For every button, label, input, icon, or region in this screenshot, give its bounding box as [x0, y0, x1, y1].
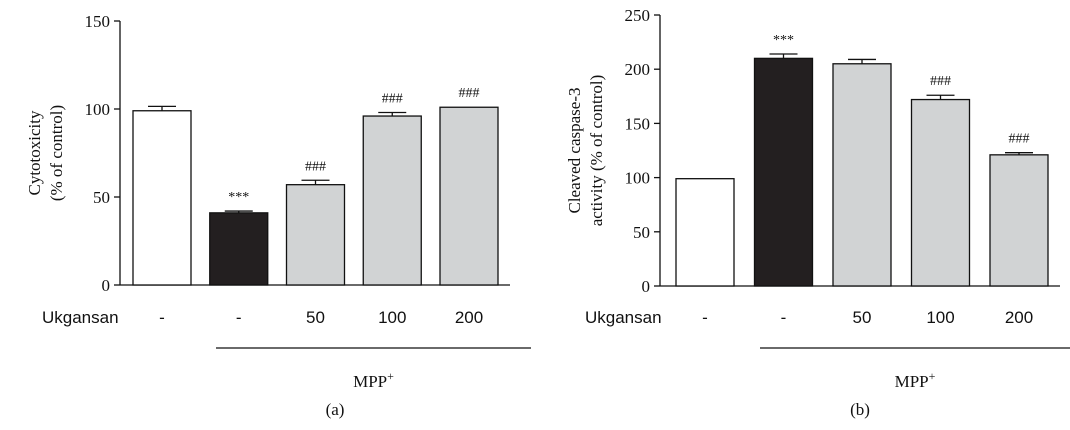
group-label-superscript: + [387, 369, 394, 383]
treatment-row-label: Ukgansan [42, 308, 119, 327]
category-label: 100 [926, 308, 954, 327]
bar [832, 63, 892, 287]
panel-label: (b) [850, 400, 870, 419]
y-axis-label-line2: activity (% of control) [587, 75, 606, 227]
category-label: 200 [455, 308, 483, 327]
group-label-text: MPP [353, 372, 387, 391]
panel-a: 0 50 100 150 Cytotoxicity (% of control) - *** -… [25, 12, 531, 419]
category-label: - [702, 308, 708, 327]
group-label-text: MPP [895, 372, 929, 391]
treatment-row-label: Ukgansan [585, 308, 662, 327]
y-tick-label: 150 [85, 12, 111, 31]
category-label: 50 [853, 308, 872, 327]
bar [910, 98, 971, 287]
bar [285, 184, 346, 286]
bar [989, 154, 1049, 287]
y-tick-label: 0 [642, 277, 651, 296]
bar [209, 212, 269, 286]
significance-label: ### [382, 92, 403, 107]
category-label: 200 [1005, 308, 1033, 327]
y-axis-label-line2: (% of control) [47, 105, 66, 201]
significance-label: ### [305, 159, 326, 174]
bar [132, 110, 192, 286]
category-label: 50 [306, 308, 325, 327]
y-axis-label-line1: Cleaved caspase-3 [565, 87, 584, 213]
category-label: 100 [378, 308, 406, 327]
panel-b: 0 50 100 150 200 250 Cleaved caspase-3 activity… [565, 6, 1070, 419]
y-tick-label: 50 [93, 188, 110, 207]
y-axis-label-line1: Cytotoxicity [25, 110, 44, 196]
y-tick-label: 100 [85, 100, 111, 119]
category-label: - [159, 308, 165, 327]
group-label: MPP+ [895, 369, 936, 391]
y-tick-label: 250 [625, 6, 651, 25]
category-label: - [781, 308, 787, 327]
y-tick-label: 150 [625, 114, 651, 133]
significance-label: ### [1009, 132, 1030, 147]
y-tick-label: 100 [625, 169, 651, 188]
y-tick-label: 0 [102, 276, 111, 295]
significance-label: ### [459, 86, 480, 101]
y-tick-label: 50 [633, 223, 650, 242]
bar [439, 106, 499, 286]
group-label: MPP+ [353, 369, 394, 391]
significance-label: *** [228, 190, 249, 205]
bar [675, 178, 735, 287]
bar [362, 115, 422, 286]
significance-label: ### [930, 74, 951, 89]
y-tick-label: 200 [625, 60, 651, 79]
bar [753, 57, 814, 287]
panel-label: (a) [326, 400, 345, 419]
group-label-superscript: + [929, 369, 936, 383]
significance-label: *** [773, 33, 794, 48]
category-label: - [236, 308, 242, 327]
